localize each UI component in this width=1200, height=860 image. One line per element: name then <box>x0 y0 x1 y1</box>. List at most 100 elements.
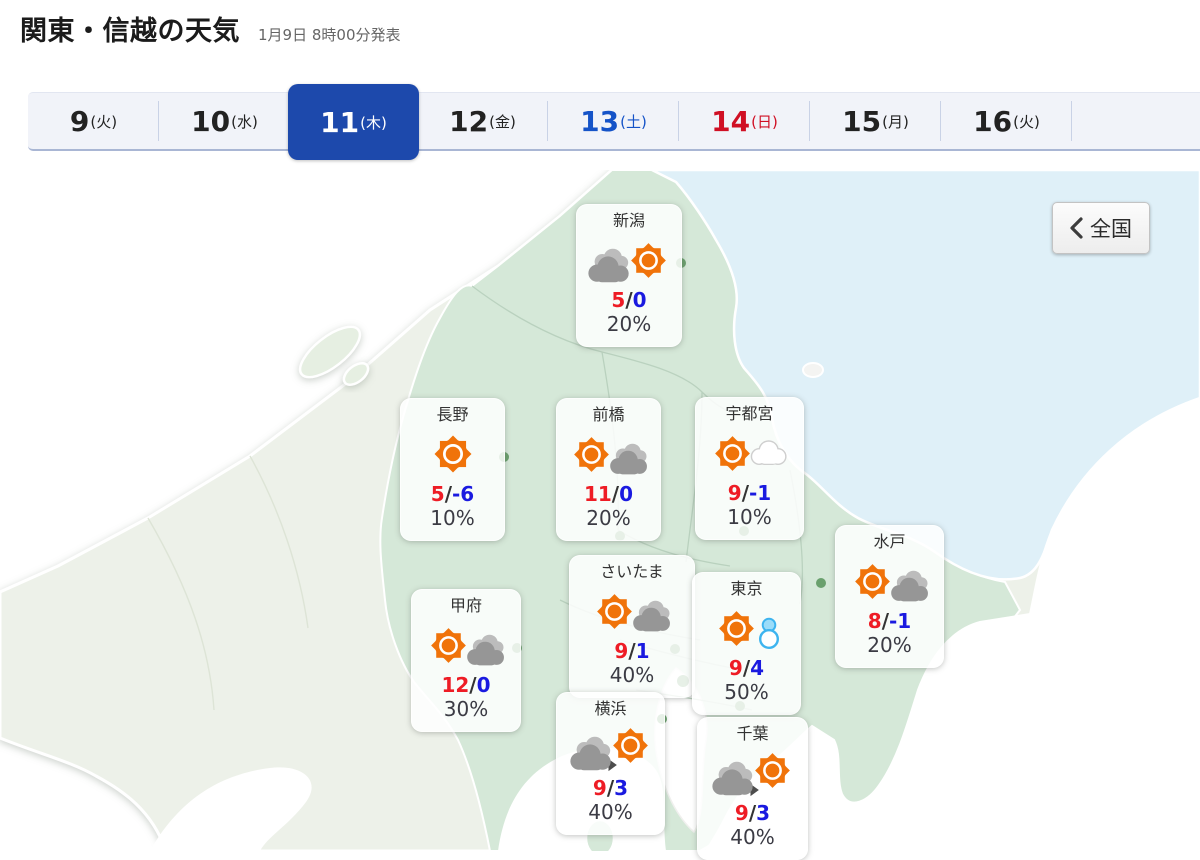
temp-separator: / <box>741 481 749 505</box>
tab-day: 15 <box>842 104 882 138</box>
tab-day: 13 <box>580 104 620 138</box>
temp-high: 9 <box>728 656 743 680</box>
city-card-yokohama[interactable]: 横浜 9/3 40% <box>556 692 665 835</box>
page-title: 関東・信越の天気 <box>20 16 240 47</box>
tab-date-11-selected[interactable]: 11 (木) <box>288 84 419 160</box>
temp-high: 12 <box>441 673 470 697</box>
tab-weekday: (月) <box>882 112 909 131</box>
tab-weekday: (水) <box>231 112 258 131</box>
city-card-nagano[interactable]: 長野 5/-6 10% <box>400 398 505 541</box>
precip-probability: 20% <box>586 506 631 530</box>
temp-high: 5 <box>611 288 626 312</box>
city-name: 甲府 <box>449 596 482 615</box>
temp-separator: / <box>611 482 620 506</box>
sun-icon <box>849 558 896 605</box>
temp-high: 9 <box>734 801 749 825</box>
temp-low: 3 <box>614 776 629 800</box>
tab-date-12[interactable]: 12 (金) <box>417 93 548 149</box>
temp-separator: / <box>606 776 615 800</box>
tab-day: 16 <box>973 104 1013 138</box>
tab-weekday: (金) <box>489 112 516 131</box>
tab-day: 10 <box>191 104 231 138</box>
temp-separator: / <box>881 609 889 633</box>
sun-icon <box>428 429 478 479</box>
weather-icon-sun-snow <box>698 602 795 654</box>
weather-icon-cloud-then-sun <box>703 747 802 799</box>
sun-icon <box>591 588 638 635</box>
tab-weekday: (土) <box>620 112 647 131</box>
precip-probability: 20% <box>606 312 652 336</box>
cloud-icon <box>568 735 614 772</box>
temp-low: 3 <box>756 801 771 825</box>
temp-high: 9 <box>614 639 629 663</box>
temp-low: 0 <box>632 288 647 312</box>
precip-probability: 40% <box>588 800 633 824</box>
weather-icon-sun-cloud <box>562 428 655 480</box>
city-name: 横浜 <box>594 699 627 718</box>
city-name: 千葉 <box>736 724 769 743</box>
city-card-kofu[interactable]: 甲府 12/0 30% <box>411 589 521 732</box>
city-name: さいたま <box>600 562 664 581</box>
city-name: 長野 <box>436 405 469 424</box>
city-name: 東京 <box>730 579 763 598</box>
cloud-icon <box>586 247 632 284</box>
temp-low: 4 <box>750 656 765 680</box>
temp-low: 0 <box>476 673 491 697</box>
temp-separator: / <box>748 801 757 825</box>
tab-weekday: (火) <box>90 112 118 131</box>
temp-separator: / <box>742 656 751 680</box>
tab-date-16[interactable]: 16 (火) <box>941 93 1072 149</box>
tab-date-9[interactable]: 9 (火) <box>28 93 159 149</box>
weather-icon-sun-cloud <box>417 619 515 671</box>
sun-icon <box>568 431 615 478</box>
temp-separator: / <box>469 673 477 697</box>
precip-probability: 30% <box>443 697 489 721</box>
precip-probability: 10% <box>430 506 475 530</box>
chevron-left-icon <box>1070 217 1083 239</box>
tab-bar-filler <box>1072 93 1200 149</box>
tab-day: 12 <box>449 104 489 138</box>
publish-time: 1月9日 8時00分発表 <box>258 26 401 44</box>
city-card-maebashi[interactable]: 前橋 11/0 20% <box>556 398 661 541</box>
sun-icon <box>713 605 760 652</box>
temp-high: 9 <box>592 776 607 800</box>
sun-icon <box>425 622 472 669</box>
temp-separator: / <box>628 639 636 663</box>
temp-low: 0 <box>619 482 634 506</box>
temp-separator: / <box>625 288 633 312</box>
weather-icon-sun-cloud <box>575 585 689 637</box>
temp-high: 11 <box>583 482 612 506</box>
cloud-icon <box>710 760 756 797</box>
tab-date-13[interactable]: 13 (土) <box>548 93 679 149</box>
precip-probability: 50% <box>724 680 769 704</box>
city-card-niigata[interactable]: 新潟 5/0 20% <box>576 204 682 347</box>
tab-weekday: (火) <box>1013 112 1040 131</box>
city-card-saitama[interactable]: さいたま 9/1 40% <box>569 555 695 698</box>
weather-icon-cloud-then-sun <box>562 722 659 774</box>
city-card-utsunomiya[interactable]: 宇都宮 9/-1 10% <box>695 397 804 540</box>
nation-button[interactable]: 全国 <box>1052 202 1150 254</box>
precip-probability: 40% <box>730 825 775 849</box>
sun-icon <box>625 237 672 284</box>
tab-date-14[interactable]: 14 (日) <box>679 93 810 149</box>
weather-icon-sun <box>406 428 499 480</box>
tab-weekday: (木) <box>360 113 387 132</box>
precip-probability: 40% <box>609 663 655 687</box>
tab-date-10[interactable]: 10 (水) <box>159 93 290 149</box>
city-card-chiba[interactable]: 千葉 9/3 40% <box>697 717 808 860</box>
tab-day: 9 <box>69 104 90 138</box>
city-name: 水戸 <box>873 532 906 551</box>
nation-button-label: 全国 <box>1090 217 1132 241</box>
city-card-mito[interactable]: 水戸 8/-1 20% <box>835 525 944 668</box>
temp-separator: / <box>444 482 452 506</box>
city-card-tokyo[interactable]: 東京 9/4 50% <box>692 572 801 715</box>
temp-low: 1 <box>635 639 650 663</box>
tab-day: 14 <box>711 104 751 138</box>
temp-low: -1 <box>889 609 912 633</box>
weather-map: 全国 新潟 5/0 20% 長野 5/-6 10% 前橋 11/0 20% 宇都… <box>0 170 1200 860</box>
weather-icon-sun-white-cloud <box>701 427 798 479</box>
weather-icon-sun-cloud <box>841 555 938 607</box>
tab-date-15[interactable]: 15 (月) <box>810 93 941 149</box>
weather-icon-cloud-sun <box>582 234 676 286</box>
sun-icon <box>709 430 756 477</box>
